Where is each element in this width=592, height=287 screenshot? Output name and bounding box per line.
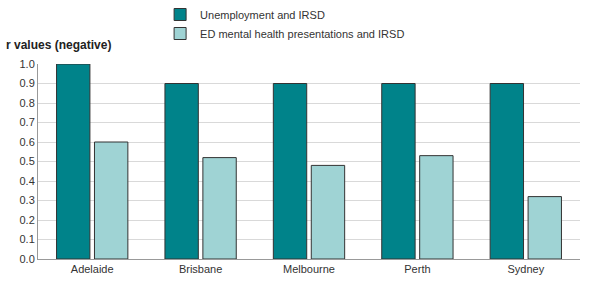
svg-text:0.4: 0.4	[20, 175, 35, 187]
svg-text:0.7: 0.7	[20, 116, 35, 128]
svg-text:Sydney: Sydney	[507, 263, 544, 275]
svg-text:Brisbane: Brisbane	[179, 263, 222, 275]
svg-text:0.5: 0.5	[20, 155, 35, 167]
svg-text:0.1: 0.1	[20, 233, 35, 245]
svg-text:ED mental health presentations: ED mental health presentations and IRSD	[200, 28, 404, 40]
svg-text:Unemployment and IRSD: Unemployment and IRSD	[200, 9, 325, 21]
svg-text:Melbourne: Melbourne	[283, 263, 335, 275]
svg-text:r values (negative): r values (negative)	[6, 38, 111, 52]
svg-text:1.0: 1.0	[20, 58, 35, 70]
svg-text:0.9: 0.9	[20, 77, 35, 89]
svg-text:0.6: 0.6	[20, 136, 35, 148]
svg-text:0.3: 0.3	[20, 194, 35, 206]
svg-text:Perth: Perth	[404, 263, 430, 275]
svg-text:0.2: 0.2	[20, 214, 35, 226]
svg-text:0.0: 0.0	[20, 253, 35, 265]
svg-text:Adelaide: Adelaide	[71, 263, 114, 275]
svg-text:0.8: 0.8	[20, 97, 35, 109]
